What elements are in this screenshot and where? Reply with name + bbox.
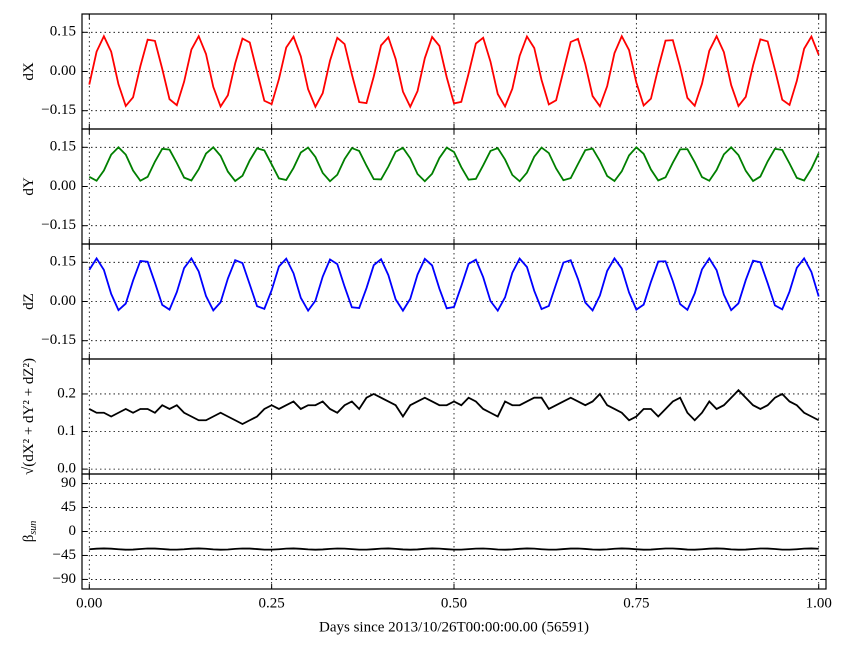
y-tick-label: 0.15 [50,24,76,40]
y-axis-label-text: dX [21,62,37,81]
y-axis-label: √(dX² + dY² + dZ²) [21,358,37,475]
y-tick-label: −45 [53,547,76,563]
y-axis-label-text: √(dX² + dY² + dZ²) [21,358,37,475]
x-tick-label: 0.25 [259,595,285,611]
x-tick-label: 0.75 [623,595,649,611]
y-tick-label: 0.15 [50,139,76,155]
y-tick-label: 0.00 [50,293,76,309]
y-tick-label: 0.00 [50,178,76,194]
panel-frame [81,358,827,475]
y-axis-label-sub: sun [28,521,39,535]
x-tick-label: 0.00 [76,595,102,611]
y-axis-label-text: dZ [21,293,37,310]
y-axis-label: βsun [21,521,39,543]
data-line [88,146,820,183]
y-tick-label: 0.00 [50,63,76,79]
data-line [88,256,820,313]
y-tick-label: −0.15 [41,332,76,348]
y-axis-label-text: dY [21,177,37,196]
y-tick-label: −0.15 [41,102,76,118]
y-axis-label: dZ [21,293,37,310]
y-tick-label: 45 [61,499,76,515]
data-line [88,388,820,426]
y-axis-label: dX [21,62,37,81]
y-tick-label: 0.15 [50,254,76,270]
x-tick-label: 0.50 [441,595,467,611]
y-tick-label: 0 [69,523,77,539]
y-tick-label: 0.1 [57,423,76,439]
y-tick-label: −0.15 [41,217,76,233]
data-line [89,547,819,551]
panel-frame [81,128,827,245]
y-tick-label: 0.0 [57,461,76,477]
panel-frame [81,473,827,590]
panel-frame [81,13,827,130]
x-tick-label: 1.00 [806,595,832,611]
y-axis-label-text: β [21,535,37,543]
y-tick-label: 90 [61,475,76,491]
y-tick-label: 0.2 [57,385,76,401]
y-axis-label: dY [21,177,37,196]
x-axis-label: Days since 2013/10/26T00:00:00.00 (56591… [319,619,589,635]
y-tick-label: −90 [53,571,76,587]
data-line [88,34,820,109]
